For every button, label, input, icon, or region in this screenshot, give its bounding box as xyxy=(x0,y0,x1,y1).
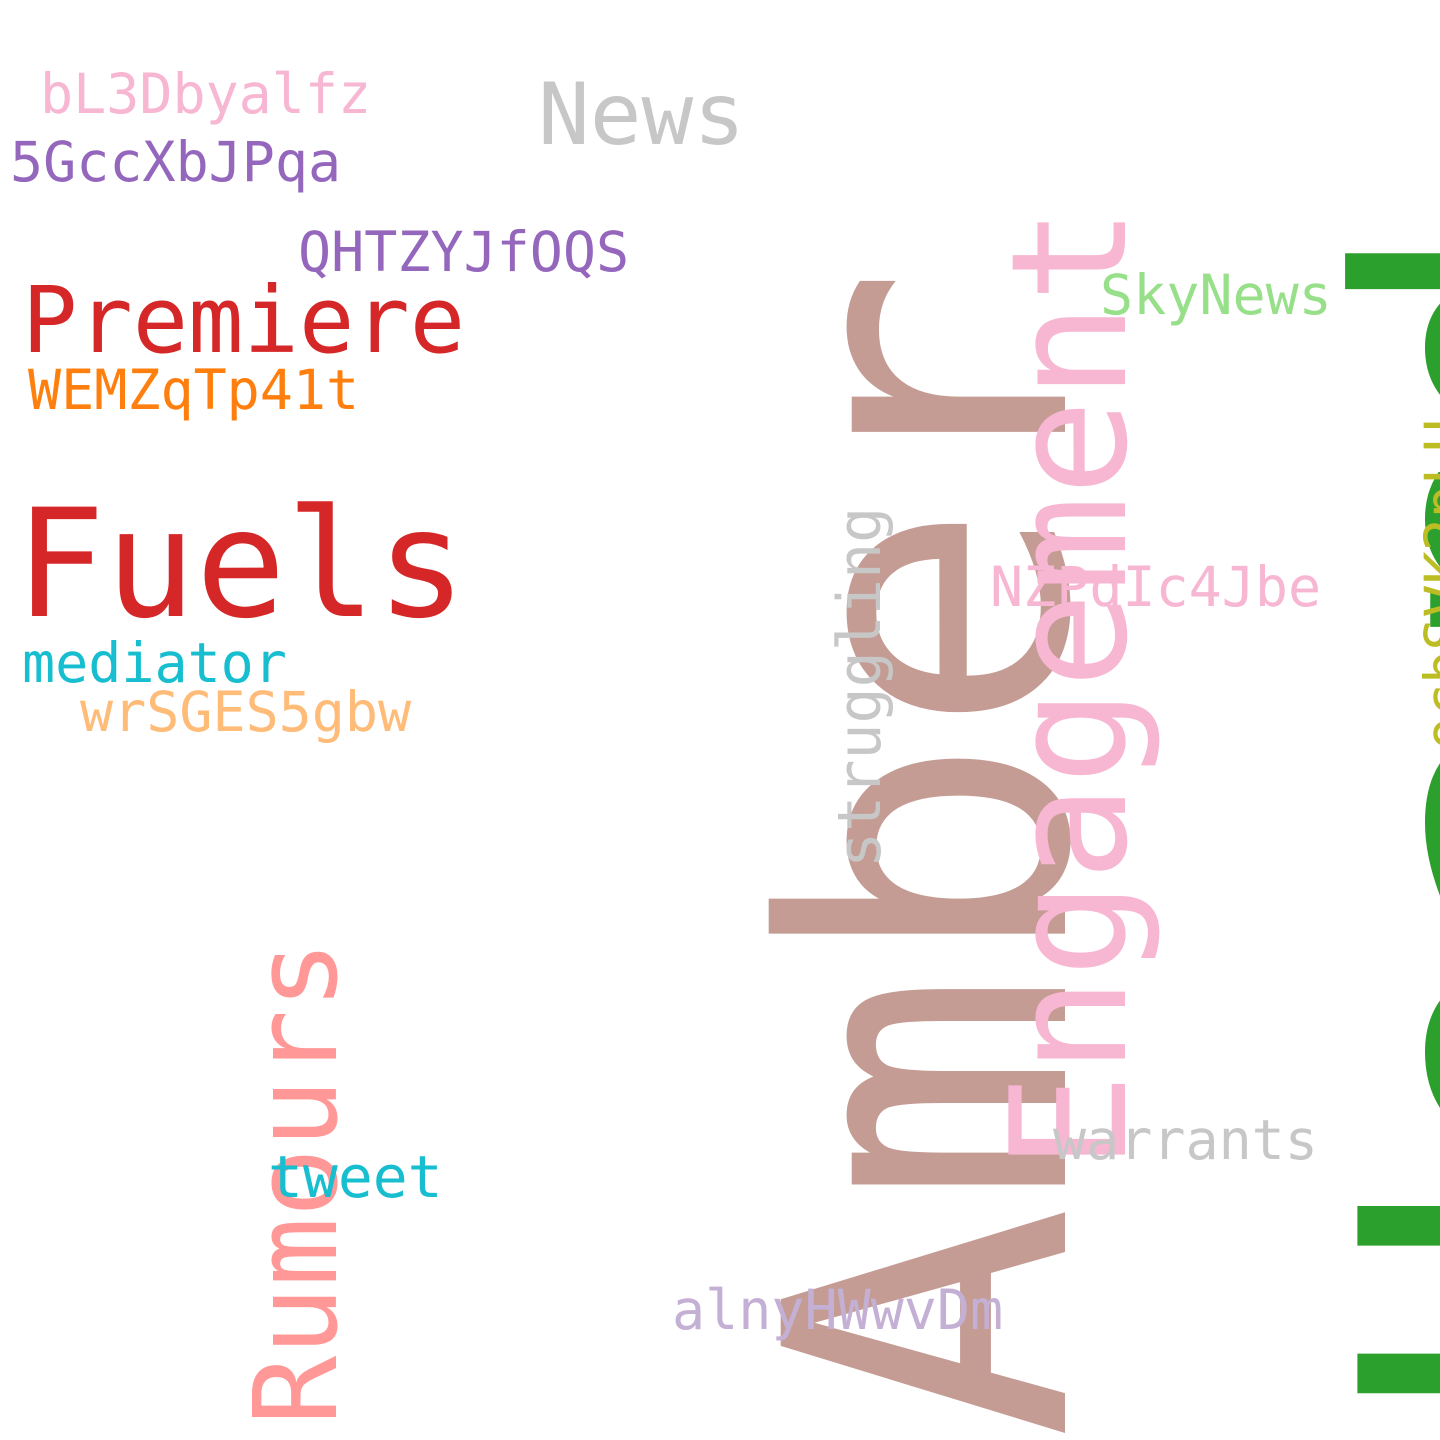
word-news: News xyxy=(538,65,746,165)
word-bl3dbyalfz: bL3Dbyalfz xyxy=(40,62,372,126)
word-ocbsvk2plh: ocbSVK2pLH xyxy=(1413,418,1440,750)
word-warrants: warrants xyxy=(1053,1108,1318,1172)
word-qhtzyjfoqs: QHTZYJfOQS xyxy=(298,220,630,284)
word-premiere: Premiere xyxy=(22,267,466,374)
word-engagement: Engagement xyxy=(976,206,1163,1170)
word-mediator: mediator xyxy=(22,631,287,695)
word-heard: Heard xyxy=(1279,215,1440,1420)
word-tweet: tweet xyxy=(268,1143,443,1211)
word-wrsges5gbw: wrSGES5gbw xyxy=(80,680,412,744)
word-alnyhwwvdm: alnyHWwvDm xyxy=(672,1278,1004,1342)
word-5gccxbjpqa: 5GccXbJPqa xyxy=(10,130,342,194)
word-nzpdic4jbe: NZPdIc4Jbe xyxy=(990,555,1322,619)
word-struggling: struggling xyxy=(825,506,895,868)
word-fuels: Fuels xyxy=(15,478,467,652)
word-skynews: SkyNews xyxy=(1100,263,1332,327)
word-wemzqtp41t: WEMZqTp41t xyxy=(28,358,360,422)
